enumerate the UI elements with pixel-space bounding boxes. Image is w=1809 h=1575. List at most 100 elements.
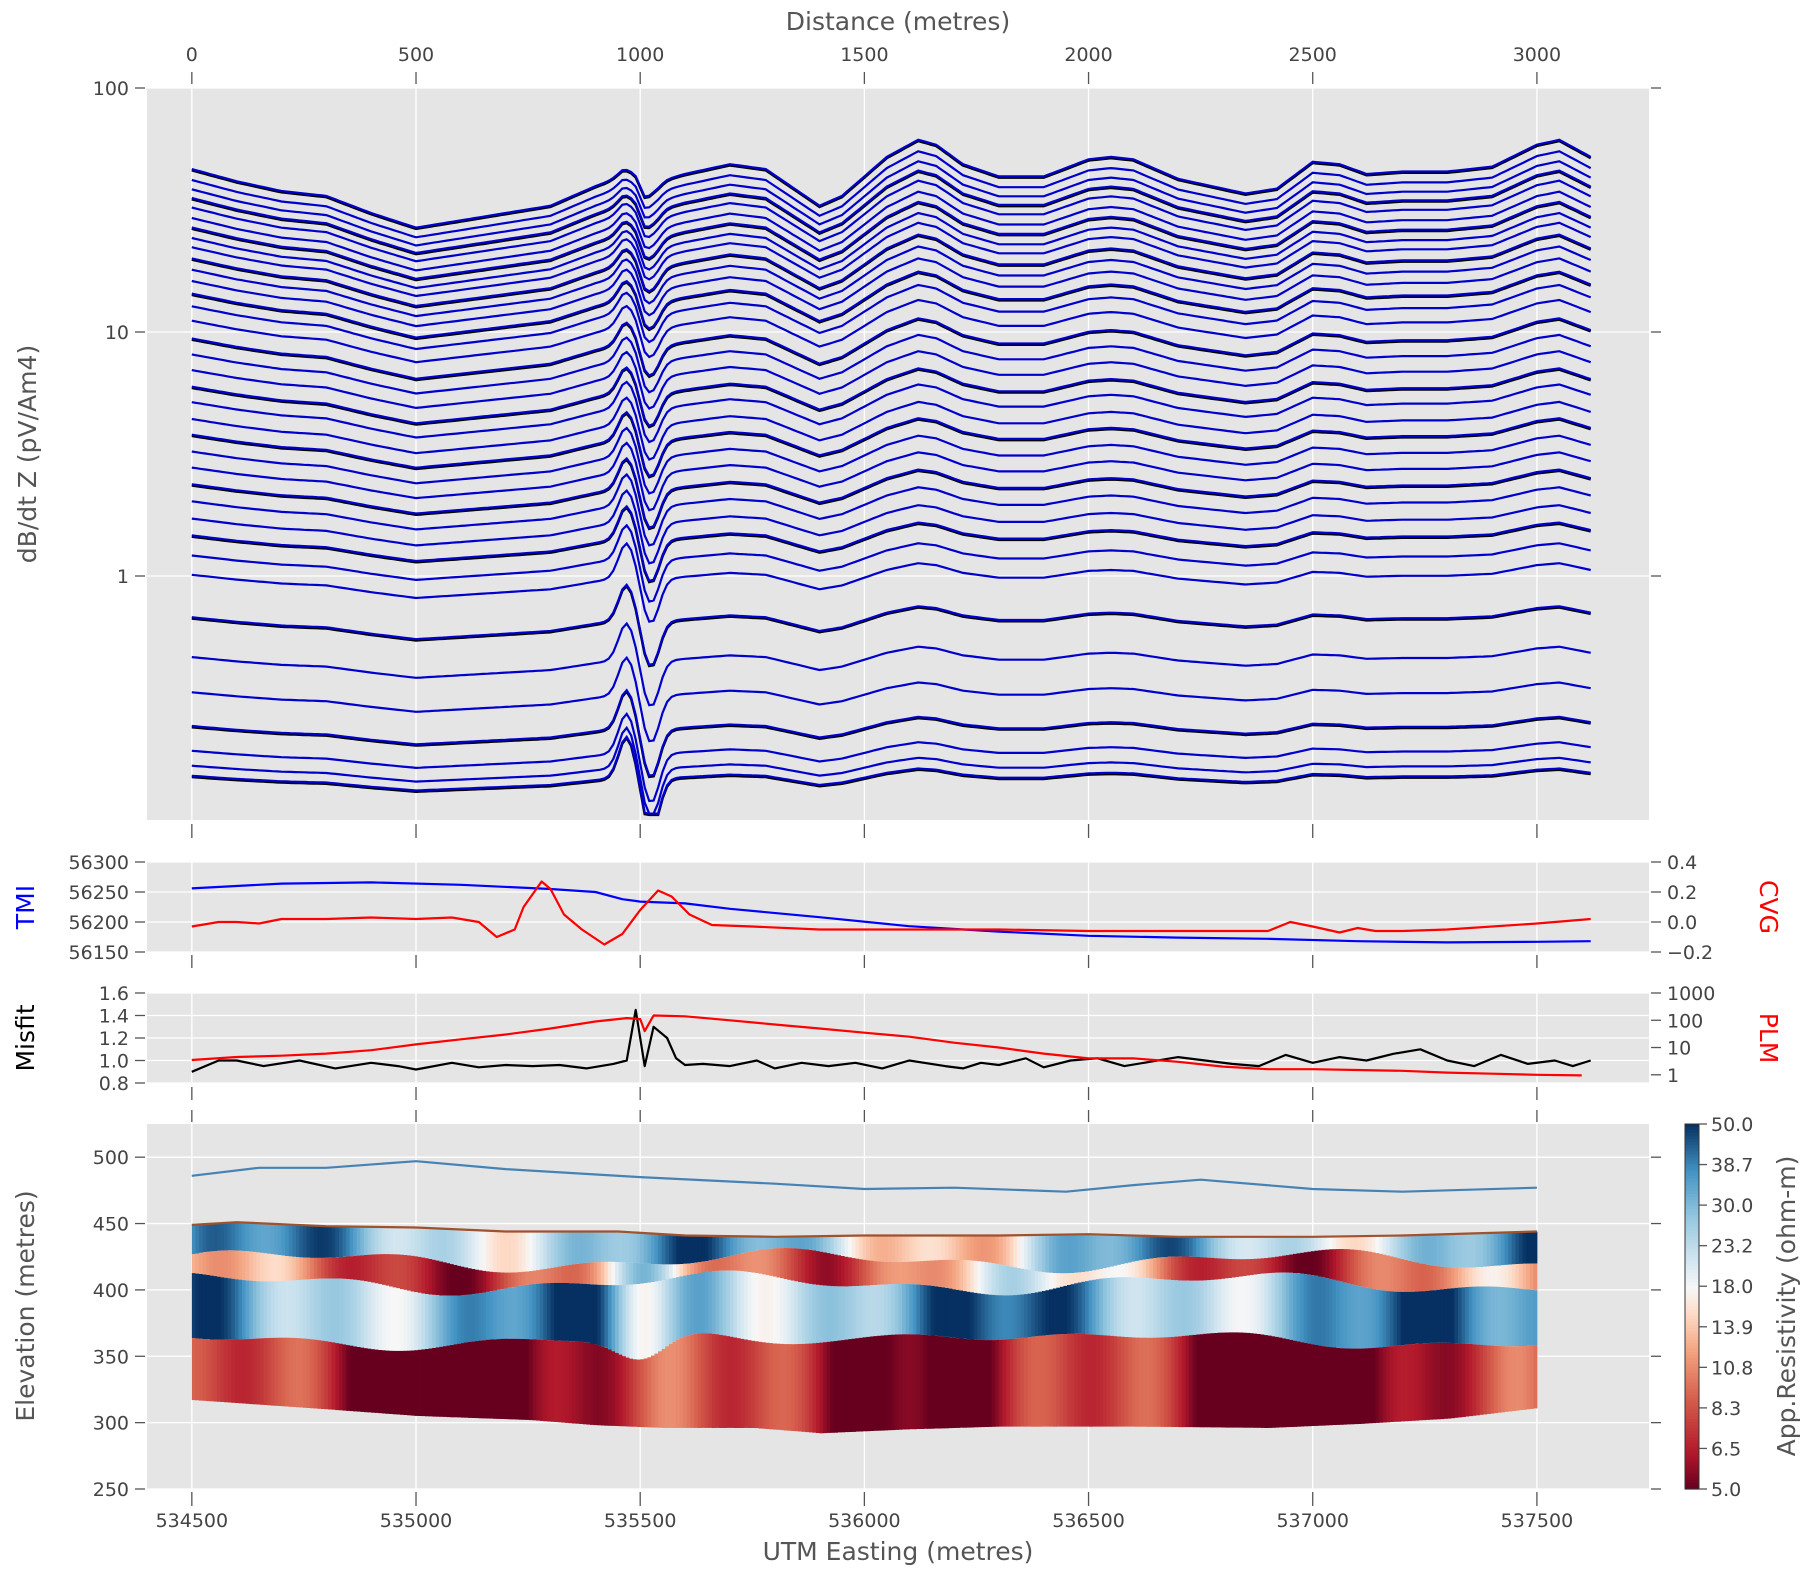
resistivity-cell	[482, 1270, 487, 1293]
colorbar-segment	[1685, 1166, 1699, 1171]
resistivity-cell	[1450, 1288, 1455, 1344]
resistivity-cell	[844, 1256, 849, 1287]
resistivity-cell	[1167, 1256, 1172, 1280]
resistivity-cell	[432, 1259, 437, 1295]
resistivity-cell	[758, 1341, 763, 1429]
resistivity-cell	[360, 1280, 365, 1348]
resistivity-cell	[984, 1235, 989, 1263]
resistivity-cell	[1282, 1272, 1287, 1339]
resistivity-cell	[1493, 1286, 1498, 1346]
resistivity-cell	[668, 1234, 673, 1265]
resistivity-cell	[536, 1270, 541, 1284]
resistivity-cell	[1318, 1345, 1323, 1426]
resistivity-cell	[389, 1350, 394, 1414]
resistivity-cell	[338, 1257, 343, 1279]
colorbar-segment	[1685, 1388, 1699, 1393]
colorbar-segment	[1685, 1154, 1699, 1159]
resistivity-cell	[1189, 1256, 1194, 1281]
resistivity-cell	[335, 1343, 340, 1411]
resistivity-cell	[823, 1342, 828, 1434]
resistivity-cell	[726, 1256, 731, 1271]
resistivity-cell	[435, 1347, 440, 1417]
resistivity-cell	[234, 1339, 239, 1403]
resistivity-cell	[564, 1283, 569, 1341]
resistivity-cell	[518, 1286, 523, 1339]
colorbar-tick-label: 30.0	[1711, 1195, 1753, 1217]
resistivity-cell	[629, 1358, 634, 1427]
resistivity-cell	[1131, 1261, 1136, 1278]
resistivity-cell	[902, 1262, 907, 1284]
resistivity-cell	[1282, 1236, 1287, 1256]
resistivity-cell	[916, 1284, 921, 1335]
resistivity-cell	[1206, 1280, 1211, 1334]
resistivity-cell	[1289, 1254, 1294, 1273]
resistivity-cell	[1357, 1286, 1362, 1349]
resistivity-cell	[787, 1248, 792, 1280]
resistivity-cell	[998, 1235, 1003, 1265]
resistivity-cell	[715, 1235, 720, 1259]
resistivity-cell	[399, 1289, 404, 1351]
resistivity-cell	[249, 1280, 254, 1339]
resistivity-cell	[1526, 1231, 1531, 1264]
resistivity-cell	[1371, 1235, 1376, 1253]
resistivity-cell	[1006, 1235, 1011, 1266]
colorbar-segment	[1685, 1412, 1699, 1417]
resistivity-cell	[1102, 1278, 1107, 1336]
resistivity-cell	[647, 1233, 652, 1264]
colorbar-label: App.Resistivity (ohm-m)	[1772, 1156, 1801, 1457]
resistivity-cell	[1321, 1249, 1326, 1278]
resistivity-cell	[980, 1340, 985, 1428]
resistivity-cell	[808, 1250, 813, 1284]
resistivity-cell	[1289, 1236, 1294, 1255]
resistivity-cell	[224, 1277, 229, 1340]
resistivity-cell	[826, 1285, 831, 1342]
resistivity-cell	[191, 1338, 196, 1401]
resistivity-cell	[1002, 1295, 1007, 1340]
colorbar-segment	[1685, 1324, 1699, 1329]
resistivity-cell	[421, 1293, 426, 1350]
resistivity-cell	[238, 1339, 243, 1404]
resistivity-cell	[805, 1343, 810, 1433]
resistivity-cell	[414, 1292, 419, 1351]
resistivity-cell	[873, 1285, 878, 1337]
resistivity-cell	[916, 1261, 921, 1285]
colorbar-segment	[1685, 1260, 1699, 1265]
resistivity-cell	[482, 1292, 487, 1341]
resistivity-cell	[794, 1248, 799, 1282]
resistivity-cell	[328, 1226, 333, 1258]
resistivity-cell	[568, 1283, 573, 1342]
colorbar-segment	[1685, 1206, 1699, 1210]
resistivity-cell	[1486, 1233, 1491, 1267]
resistivity-cell	[1293, 1236, 1298, 1254]
resistivity-cell	[898, 1284, 903, 1335]
resistivity-cell	[945, 1259, 950, 1288]
resistivity-cell	[1099, 1234, 1104, 1269]
resistivity-cell	[945, 1337, 950, 1429]
resistivity-cell	[622, 1285, 627, 1357]
resistivity-cell	[202, 1252, 207, 1275]
resistivity-cell	[414, 1256, 419, 1293]
tmi-cvg-lines	[191, 880, 1591, 946]
colorbar-segment	[1685, 1288, 1699, 1292]
resistivity-cell	[618, 1262, 623, 1286]
resistivity-cell	[374, 1349, 379, 1413]
predicted-channel-line	[191, 711, 1591, 803]
resistivity-cell	[1074, 1234, 1079, 1273]
resistivity-cell	[737, 1236, 742, 1255]
colorbar-segment	[1685, 1190, 1699, 1195]
resistivity-cell	[1526, 1289, 1531, 1346]
resistivity-cell	[1443, 1342, 1448, 1419]
resistivity-cell	[335, 1257, 340, 1279]
resistivity-cell	[260, 1252, 265, 1282]
resistivity-cell	[772, 1343, 777, 1430]
resistivity-cell	[493, 1231, 498, 1273]
resistivity-cell	[1321, 1277, 1326, 1347]
resistivity-cell	[848, 1235, 853, 1258]
colorbar-segment	[1685, 1230, 1699, 1235]
colorbar-segment	[1685, 1282, 1699, 1286]
resistivity-cell	[561, 1231, 566, 1266]
resistivity-cell	[1468, 1286, 1473, 1344]
resistivity-cell	[995, 1235, 1000, 1264]
cvg-y-tick-label: 0.4	[1667, 852, 1697, 874]
resistivity-cell	[722, 1236, 727, 1258]
